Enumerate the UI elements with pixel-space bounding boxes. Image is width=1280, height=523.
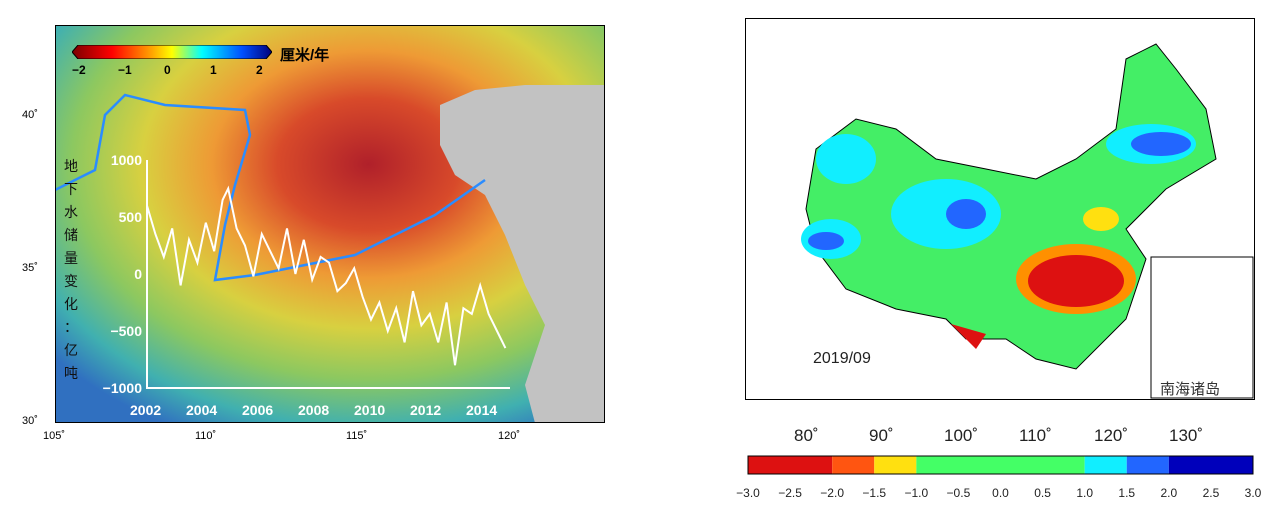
lon-label: 100˚ <box>944 426 979 445</box>
y-title-char: 下 <box>64 181 78 197</box>
colorbar-bin <box>916 456 1085 474</box>
x-tick: 2012 <box>410 402 442 418</box>
lon-label: 110˚ <box>195 430 217 442</box>
colorbar-tick: −2.0 <box>820 486 844 500</box>
colorbar-tick: −1.5 <box>862 486 887 500</box>
lon-label: 110˚ <box>1019 426 1052 445</box>
basin-boundary <box>54 93 486 282</box>
colorbar-tick: 3.0 <box>1244 486 1262 500</box>
y-tick: −1000 <box>102 380 142 396</box>
colorbar-tick: 0.0 <box>992 486 1009 500</box>
colorbar-tick: 2.5 <box>1202 486 1220 500</box>
lon-label: 130˚ <box>1169 426 1204 445</box>
inset-label: 南海诸岛 <box>1160 381 1221 398</box>
left-colorbar <box>71 44 273 60</box>
colorbar-tick: −2.5 <box>778 486 802 500</box>
colorbar-tick: 0.5 <box>1034 486 1051 500</box>
x-tick: 2008 <box>298 402 330 418</box>
lon-label: 90˚ <box>869 426 894 445</box>
colorbar-tick: 2.0 <box>1160 486 1178 500</box>
timeseries-line <box>146 185 507 366</box>
timeseries-axes <box>146 160 510 389</box>
sea-area <box>440 85 605 423</box>
x-tick: 2004 <box>186 402 218 418</box>
colorbar-bin <box>832 456 875 474</box>
y-tick: 1000 <box>110 152 142 168</box>
colorbar-bin <box>1168 456 1253 474</box>
colorbar-tick: −1 <box>118 63 132 77</box>
lat-label: 30˚ <box>22 415 38 427</box>
south-china-sea-inset <box>1150 256 1254 399</box>
groundwater-timeseries <box>146 160 510 389</box>
colorbar-tick: 0 <box>164 63 171 77</box>
y-title-char: 储 <box>64 227 78 243</box>
lon-label: 80˚ <box>794 426 819 445</box>
y-title-char: 化 <box>64 296 78 312</box>
colorbar-tick: 1 <box>210 63 217 77</box>
y-axis-title: 地下水储量变化 ： 亿吨 <box>64 155 80 385</box>
y-title-char: ： <box>64 319 78 335</box>
y-title-char: 变 <box>64 273 78 289</box>
lon-label: 115˚ <box>346 430 368 442</box>
x-tick: 2014 <box>466 402 498 418</box>
colorbar-tick: 1.0 <box>1076 486 1093 500</box>
y-title-char: 亿 <box>64 342 78 358</box>
y-title-char: 吨 <box>64 365 78 381</box>
colorbar-tick: −1.0 <box>904 486 929 500</box>
colorbar-bin <box>874 456 917 474</box>
y-tick: −500 <box>110 323 142 339</box>
lat-label: 35˚ <box>22 262 38 274</box>
colorbar-bin <box>1084 456 1127 474</box>
left-colorbar-unit: 厘米/年 <box>280 47 330 64</box>
x-tick: 2006 <box>242 402 274 418</box>
lon-label: 105˚ <box>43 430 66 442</box>
y-title-char: 水 <box>64 204 78 220</box>
colorbar-bin <box>748 456 833 474</box>
colorbar-tick: −2 <box>72 63 86 77</box>
y-tick: 500 <box>118 209 142 225</box>
y-title-char: 地 <box>64 158 78 174</box>
y-title-char: 量 <box>64 250 78 266</box>
colorbar-bin <box>1126 456 1169 474</box>
x-tick: 2002 <box>130 402 162 418</box>
colorbar-tick: −3.0 <box>736 486 760 500</box>
colorbar-tick: 1.5 <box>1118 486 1136 500</box>
lon-label: 120˚ <box>498 430 521 442</box>
lat-label: 40˚ <box>22 109 38 121</box>
y-tick: 0 <box>134 266 142 282</box>
colorbar-tick: −0.5 <box>946 486 971 500</box>
right-map-canvas <box>801 43 1254 399</box>
colorbar-tick: 2 <box>256 63 263 77</box>
lon-label: 120˚ <box>1094 426 1129 445</box>
right-colorbar <box>747 455 1254 475</box>
date-label: 2019/09 <box>813 350 871 367</box>
right-map <box>745 18 1255 400</box>
x-tick: 2010 <box>354 402 386 418</box>
